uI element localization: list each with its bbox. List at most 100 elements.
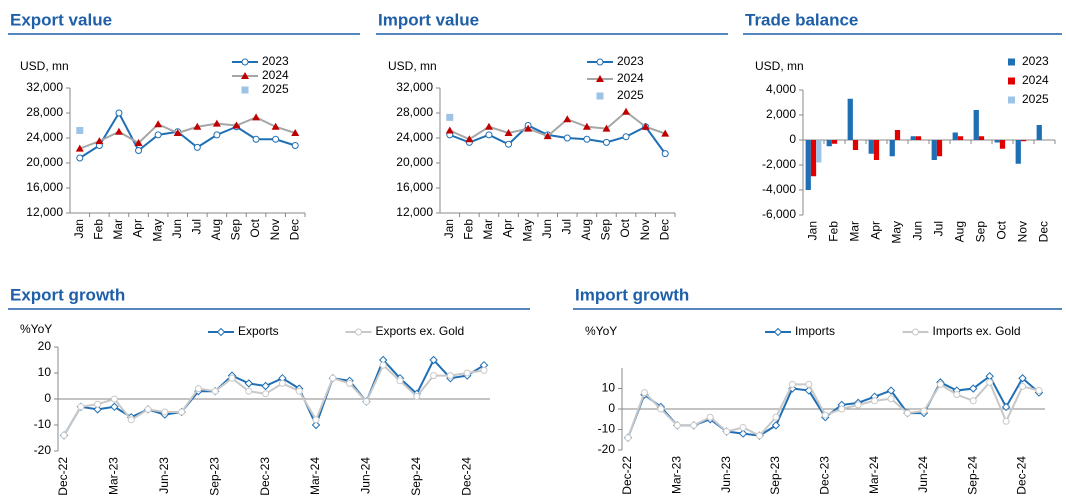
x-tick-label: Dec-22 (56, 457, 70, 496)
point (329, 374, 337, 382)
y-tick-label: -4,000 (762, 182, 796, 196)
bar (973, 110, 979, 140)
point (739, 423, 747, 431)
y-tick-label: 12,000 (396, 205, 433, 219)
point (465, 135, 474, 143)
x-tick-label: Mar-24 (867, 456, 881, 494)
x-tick-label: Sep-23 (768, 456, 782, 495)
point (854, 401, 862, 409)
point (480, 366, 488, 374)
chart-title: Import growth (575, 285, 689, 304)
bar (999, 140, 1006, 149)
point (228, 374, 236, 382)
x-tick-label: Jul (932, 221, 946, 236)
bar (1036, 125, 1042, 140)
point (640, 389, 648, 397)
x-tick-label: Aug (579, 219, 593, 240)
x-tick-label: Dec-24 (1015, 456, 1029, 495)
legend-marker (355, 328, 362, 336)
point (838, 405, 846, 413)
legend-label: 2025 (617, 88, 644, 102)
y-axis-unit: USD, mn (388, 59, 437, 73)
x-tick-label: Mar-24 (308, 457, 322, 495)
bar (994, 140, 1000, 143)
point (291, 142, 299, 149)
point (211, 387, 219, 395)
y-tick-label: -6,000 (762, 207, 796, 221)
point (771, 421, 781, 430)
series-line (627, 374, 1040, 439)
point (76, 154, 84, 162)
point (430, 372, 438, 380)
x-tick-label: Dec (657, 219, 671, 240)
x-tick-label: Dec (1037, 221, 1051, 242)
x-tick-label: Jun (170, 219, 184, 238)
point (144, 405, 152, 413)
point (429, 355, 438, 365)
bar (847, 98, 853, 140)
y-tick-label: 16,000 (26, 180, 63, 194)
bar (1015, 140, 1021, 164)
point (706, 413, 714, 421)
y-axis-unit: %YoY (585, 324, 617, 338)
y-tick-label: 10 (38, 365, 52, 379)
chart-title: Import value (378, 10, 479, 29)
point (756, 432, 764, 440)
point (193, 143, 201, 151)
point (127, 416, 135, 424)
point (1018, 374, 1027, 383)
x-tick-label: Mar (111, 219, 125, 240)
point (232, 121, 241, 129)
point (291, 129, 300, 136)
x-tick-label: Oct (248, 218, 262, 237)
point (543, 132, 552, 140)
point (661, 129, 670, 137)
legend-marker (773, 327, 783, 337)
legend-label: 2024 (617, 71, 644, 85)
point (624, 434, 632, 442)
x-tick-label: Sep-24 (409, 457, 423, 496)
y-tick-label: 20,000 (26, 155, 63, 169)
y-tick-label: 0 (608, 401, 615, 415)
point (484, 122, 493, 130)
point (115, 109, 123, 117)
legend-swatch (1008, 96, 1015, 104)
point (312, 416, 320, 424)
point (738, 429, 748, 438)
y-tick-label: 12,000 (26, 205, 63, 219)
point (362, 398, 370, 406)
y-tick-label: 16,000 (396, 180, 433, 194)
x-tick-label: Feb (827, 221, 841, 242)
series-line (63, 358, 485, 436)
x-tick-label: Dec-22 (620, 456, 634, 495)
x-tick-label: Nov (638, 219, 652, 240)
y-tick-label: 20 (38, 339, 52, 353)
point (173, 129, 182, 136)
point (1001, 402, 1011, 412)
point (271, 122, 280, 130)
legend-label: Exports ex. Gold (376, 324, 465, 338)
point (445, 126, 454, 134)
bar (805, 140, 811, 190)
point (194, 385, 202, 393)
x-tick-label: Aug (209, 219, 223, 240)
point (871, 397, 879, 405)
x-tick-label: Jun-24 (916, 456, 930, 493)
bar (852, 140, 859, 150)
series-line (79, 116, 296, 150)
point (903, 409, 911, 417)
x-tick-label: Apr (131, 219, 145, 238)
point (602, 138, 610, 146)
series-line (449, 110, 666, 141)
x-tick-label: Dec-24 (459, 457, 473, 496)
legend-marker (596, 75, 604, 82)
x-tick-label: Apr (869, 221, 883, 240)
point (413, 392, 421, 400)
point (110, 402, 119, 412)
point (1002, 417, 1010, 425)
x-tick-label: Sep (229, 219, 243, 241)
x-tick-label: Sep-23 (207, 457, 221, 496)
point (969, 397, 977, 405)
y-tick-label: -20 (34, 443, 52, 457)
series-line (63, 363, 485, 436)
